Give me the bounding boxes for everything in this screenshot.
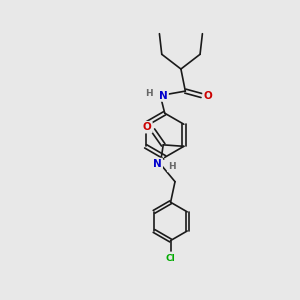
Text: O: O: [143, 122, 152, 132]
Text: H: H: [168, 162, 175, 171]
Text: N: N: [159, 91, 168, 100]
Text: N: N: [153, 159, 162, 169]
Text: Cl: Cl: [166, 254, 176, 263]
Text: H: H: [145, 89, 153, 98]
Text: O: O: [204, 91, 212, 100]
